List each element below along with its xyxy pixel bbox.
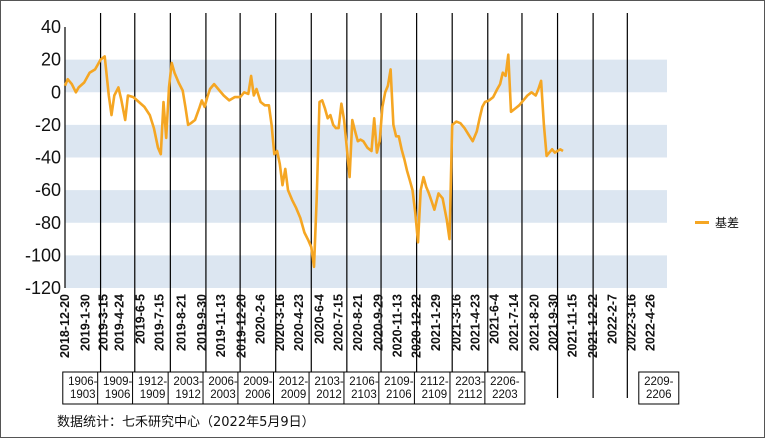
contract-label: 2203- — [455, 376, 485, 388]
contract-box — [484, 371, 526, 405]
y-tick-label: -40 — [35, 148, 61, 168]
y-tick-label: 0 — [51, 82, 61, 102]
contract-label: 2206- — [490, 376, 520, 388]
contract-label: 2103- — [314, 376, 344, 388]
grid-band — [65, 190, 667, 223]
x-tick-label: 2020-2-6 — [254, 294, 268, 344]
x-tick-label: 2019-8-21 — [174, 294, 188, 351]
x-tick-label: 2020-4-23 — [292, 294, 306, 351]
legend: 基差 — [695, 214, 739, 231]
contract-label: 1912 — [175, 389, 201, 401]
y-tick-label: -20 — [35, 115, 61, 135]
grid-band — [65, 59, 667, 93]
x-tick-label: 2021-11-15 — [566, 294, 580, 357]
legend-swatch — [695, 221, 709, 224]
x-tick-label: 2020-8-21 — [351, 294, 365, 351]
contract-box — [343, 371, 385, 405]
x-tick-label: 2019-12-20 — [234, 294, 248, 358]
x-tick-label: 2019-1-30 — [79, 294, 93, 351]
contract-box — [308, 371, 350, 405]
x-tick-label: 2021-4-23 — [468, 294, 482, 351]
x-tick-label: 2021-7-14 — [507, 294, 521, 351]
contract-label: 1903 — [70, 389, 96, 401]
contract-box — [237, 371, 279, 405]
x-tick-label: 2018-12-20 — [58, 294, 72, 358]
x-tick-label: 2020-3-16 — [273, 294, 287, 351]
y-tick-label: -80 — [35, 213, 61, 233]
x-tick-label: 2022-3-16 — [624, 294, 638, 351]
contract-label: 2003- — [173, 376, 203, 388]
contract-label: 2009- — [243, 376, 273, 388]
contract-label: 2112 — [458, 389, 483, 401]
x-tick-label: 2019-3-15 — [96, 294, 110, 351]
contract-label: 2206 — [646, 389, 672, 401]
x-tick-label: 2021-8-20 — [527, 294, 541, 351]
contract-label: 2109- — [384, 376, 414, 388]
x-tick-label: 2020-11-13 — [390, 294, 404, 357]
x-tick-label: 2021-3-16 — [449, 294, 463, 351]
contract-label: 2109 — [422, 389, 448, 401]
x-tick-label: 2021-6-4 — [488, 294, 502, 344]
source-note: 数据统计：七禾研究中心（2022年5月9日） — [57, 415, 315, 430]
contract-label: 1912- — [138, 376, 168, 388]
contract-label: 2209- — [644, 376, 674, 388]
contract-label: 2106 — [386, 389, 412, 401]
x-tick-label: 2020-12-22 — [410, 294, 424, 358]
x-tick-label: 2019-6-5 — [133, 294, 147, 344]
contract-label: 1909 — [140, 389, 166, 401]
x-tick-label: 2019-11-13 — [214, 294, 228, 357]
contract-box — [202, 371, 244, 405]
legend-label: 基差 — [715, 216, 740, 230]
y-tick-label: 20 — [41, 50, 61, 70]
contract-label: 2103 — [351, 389, 377, 401]
x-tick-label: 2022-4-26 — [644, 294, 658, 351]
x-tick-label: 2021-1-29 — [429, 294, 443, 351]
contract-label: 2006 — [245, 389, 271, 401]
x-tick-label: 2019-4-24 — [113, 294, 127, 351]
contract-label: 1906- — [68, 376, 98, 388]
y-tick-label: 40 — [41, 17, 61, 37]
x-tick-label: 2020-7-15 — [332, 294, 346, 351]
contract-box — [449, 371, 491, 405]
contract-label: 2106- — [349, 376, 379, 388]
contract-box — [167, 371, 209, 405]
contract-label: 2112- — [420, 376, 449, 388]
contract-label: 1909- — [103, 376, 133, 388]
contract-label: 1906 — [105, 389, 131, 401]
x-tick-label: 2021-12-22 — [586, 294, 600, 358]
x-tick-label: 2022-2-7 — [605, 294, 619, 344]
x-tick-label: 2019-7-15 — [152, 294, 166, 351]
basis-series-line — [63, 53, 564, 269]
x-tick-label: 2021-9-30 — [546, 294, 560, 351]
contract-label: 2009 — [281, 389, 307, 401]
y-tick-label: -100 — [25, 245, 61, 265]
x-tick-label: 2020-6-4 — [312, 294, 326, 344]
x-tick-label: 2020-9-29 — [371, 294, 385, 351]
contract-box — [132, 371, 174, 405]
contract-label: 2012- — [279, 376, 309, 388]
grid-band — [65, 255, 667, 288]
contract-label: 2006- — [208, 376, 238, 388]
contract-label: 2203 — [492, 389, 518, 401]
y-tick-label: -120 — [25, 278, 61, 298]
contract-box — [638, 371, 680, 405]
contract-box — [413, 371, 455, 405]
x-tick-label: 2019-9-30 — [195, 294, 209, 351]
y-tick-label: -60 — [35, 180, 61, 200]
contract-label: 2003 — [210, 389, 236, 401]
contract-label: 2012 — [316, 389, 342, 401]
contract-box — [378, 371, 420, 405]
